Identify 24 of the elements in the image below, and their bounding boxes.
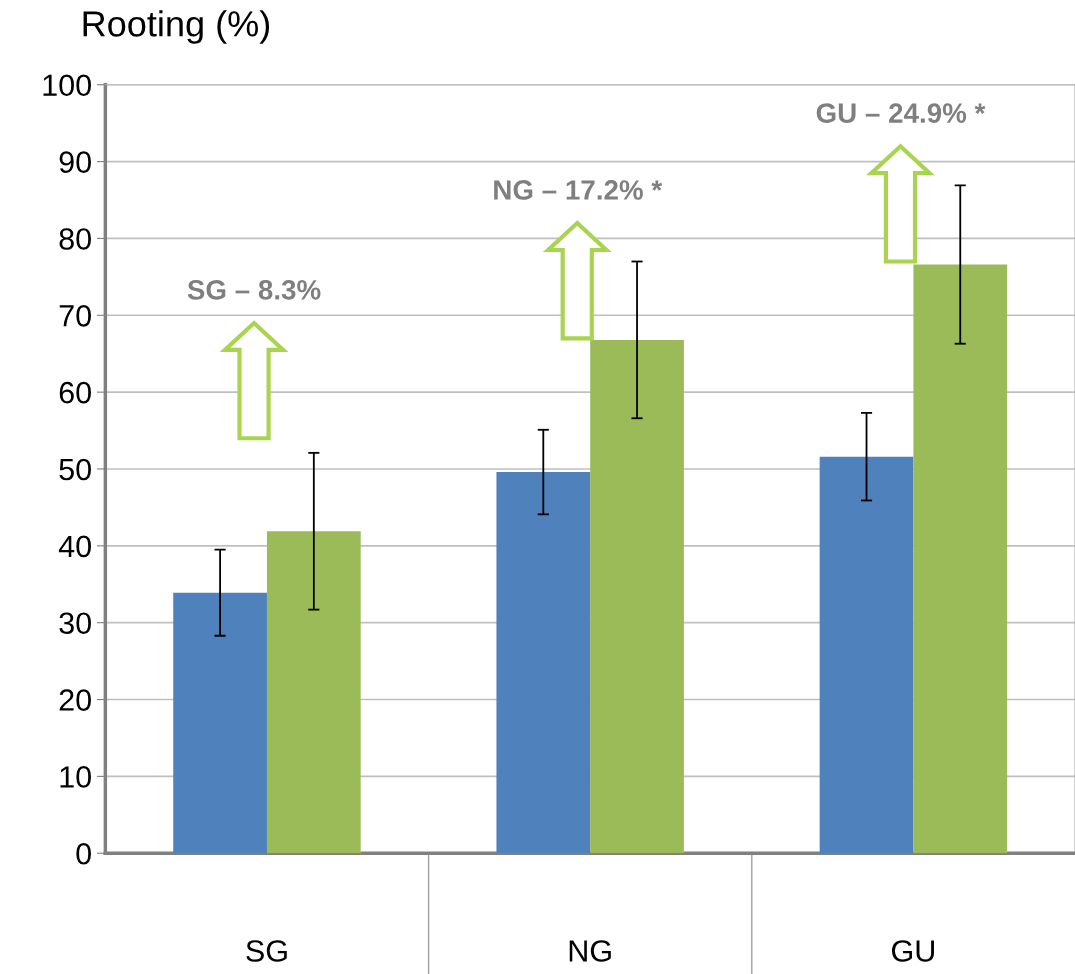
bar (819, 456, 914, 854)
y-tick-label: 60 (59, 381, 91, 404)
x-tick-label: SG (246, 940, 287, 962)
y-tick-label: 70 (59, 305, 91, 327)
y-tick-label: 40 (58, 535, 91, 558)
y-tick-label: 80 (59, 228, 91, 250)
y-tick-label: 50 (59, 458, 91, 481)
x-tick-label: GU (892, 940, 934, 962)
annotation: NG – 17.2% * (494, 180, 663, 200)
bar (590, 339, 684, 854)
y-tick-label: 10 (60, 766, 91, 788)
chart-title: Rooting (%) (83, 10, 270, 44)
y-tick-label: 30 (59, 612, 91, 635)
y-tick-label: 100 (43, 74, 91, 97)
x-tick-label: NG (569, 940, 611, 962)
bar (913, 264, 1008, 854)
bar (173, 592, 267, 854)
y-tick-label: 20 (59, 689, 91, 711)
bar (266, 531, 361, 854)
y-tick-label: 0 (76, 842, 91, 865)
annotation: SG – 8.3% (187, 280, 321, 300)
y-tick-label: 90 (59, 151, 91, 173)
annotation: GU – 24.9% * (816, 103, 986, 123)
bar (496, 472, 591, 854)
